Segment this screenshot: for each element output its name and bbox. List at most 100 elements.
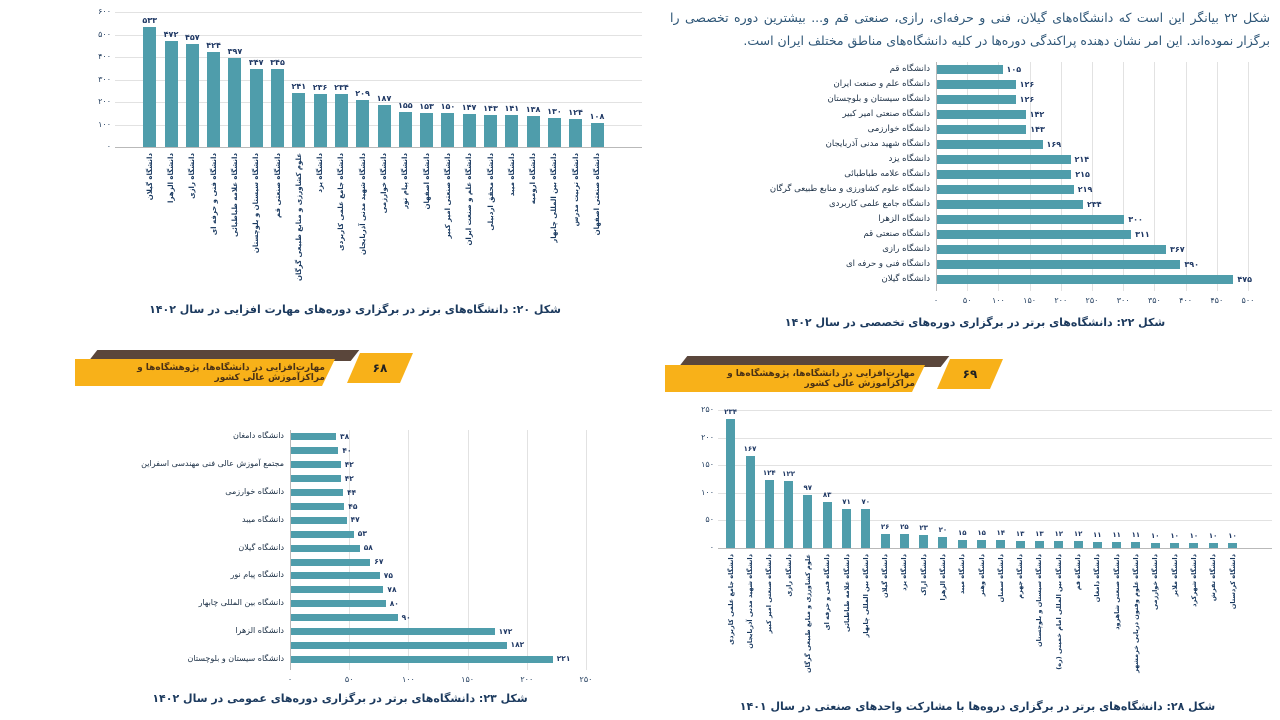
bar xyxy=(207,51,221,147)
bar-category-label: دانشگاه خوارزمی xyxy=(1151,554,1160,611)
grid-line xyxy=(1092,62,1093,291)
bar-value-label: ۴۵ xyxy=(348,501,358,511)
bar-value-label: ۲۳۴ xyxy=(724,407,737,416)
bar-value-label: ۲۱۹ xyxy=(1077,184,1093,194)
bar xyxy=(291,530,354,538)
bar xyxy=(937,80,1016,89)
bar-category-label: دانشگاه دامغان xyxy=(233,431,284,441)
bar-value-label: ۲۶ xyxy=(880,522,890,531)
bar-value-label: ۲۲۱ xyxy=(556,654,571,664)
axis-tick-label: ۰ xyxy=(933,296,939,305)
bar-category-label: دانشگاه علامه طباطبائی xyxy=(230,153,239,237)
bar-value-label: ۵۳ xyxy=(357,529,367,539)
bar-category-label: دانشگاه ارومیه xyxy=(529,153,538,205)
grid-line xyxy=(718,548,1272,549)
axis-tick-label: ۲۵۰ xyxy=(1085,296,1099,305)
bar-category-label: دانشگاه کردستان xyxy=(1228,554,1237,610)
bar-category-label: دانشگاه اراک xyxy=(919,554,928,596)
bar xyxy=(996,540,1006,548)
bar-value-label: ۱۲ xyxy=(1054,530,1064,539)
bar-category-label: دانشگاه جامع علمی کاربردی xyxy=(726,554,735,645)
bar-value-label: ۲۵ xyxy=(900,523,909,532)
bar xyxy=(1150,542,1160,548)
bar-category-label: دانشگاه علوم کشاورزی و منابع طبیعی گرگان xyxy=(769,184,930,194)
bar-category-label: دانشگاه علم و صنعت ایران xyxy=(465,153,474,246)
bar xyxy=(505,115,519,147)
bar xyxy=(957,539,967,548)
bar-value-label: ۷۱ xyxy=(842,497,851,506)
bar xyxy=(291,489,344,496)
bar-value-label: ۱۶۹ xyxy=(1046,139,1062,149)
bar xyxy=(291,433,336,441)
grid-line xyxy=(1248,62,1249,291)
bar-value-label: ۶۷ xyxy=(374,557,384,567)
bar-value-label: ۳۴۵ xyxy=(270,58,285,68)
bar-value-label: ۱۱ xyxy=(1093,530,1102,539)
bar-category-label: دانشگاه جهرم xyxy=(1016,554,1025,599)
bar-value-label: ۱۴۳ xyxy=(1030,124,1045,134)
bar-value-label: ۱۵ xyxy=(977,528,986,537)
axis-tick-label: ۱۰۰ xyxy=(701,487,714,497)
bar xyxy=(784,480,794,548)
bar-category-label: دانشگاه جامع علمی کاربردی xyxy=(829,199,930,209)
bar-category-label: دانشگاه بین المللی امام خمینی (ره) xyxy=(1054,554,1063,670)
bar xyxy=(937,260,1181,269)
bar-category-label: دانشگاه سیستان و بلوچستان xyxy=(1035,554,1044,647)
bar-category-label: دانشگاه فنی و حرفه ای xyxy=(823,554,832,631)
bar xyxy=(590,122,604,147)
bar-value-label: ۵۸ xyxy=(363,543,373,553)
bar-category-label: دانشگاه صنعتی اصفهان xyxy=(593,153,601,236)
bar xyxy=(313,93,327,147)
grid-line xyxy=(115,57,642,58)
bar-category-label: دانشگاه یزد xyxy=(888,154,930,164)
bar-category-label: دانشگاه خوارزمی xyxy=(867,124,930,134)
bar xyxy=(441,113,455,148)
bar xyxy=(1131,541,1141,548)
bar-value-label: ۴۷۵ xyxy=(1237,274,1253,284)
bar-category-label: دانشگاه میبد xyxy=(241,514,284,524)
bar xyxy=(822,502,832,548)
chart-figure-22: ۰ ۵۰ ۱۰۰ ۱۵۰ ۲۰۰ ۲۵۰ ۳۰۰ ۳۵۰ ۴۰۰ ۴۵۰ ۵۰۰ دانشگاه قم… xyxy=(690,60,1275,315)
bar-value-label: ۳۸ xyxy=(340,431,350,441)
bar-category-label: دانشگاه محقق اردبیلی xyxy=(486,153,495,231)
axis-tick-label: ۴۵۰ xyxy=(1210,296,1224,305)
bar xyxy=(937,245,1166,254)
bar-value-label: ۱۵۳ xyxy=(419,101,434,111)
grid-line xyxy=(290,430,291,671)
bar-value-label: ۱۱ xyxy=(1131,530,1141,539)
bar-value-label: ۱۵۵ xyxy=(397,101,413,111)
bar-category-label: دانشگاه تربیت مدرس xyxy=(571,153,580,227)
bar xyxy=(291,544,360,552)
grid-line xyxy=(1123,62,1125,291)
bar-value-label: ۱۰ xyxy=(1170,531,1179,540)
bar-category-label: دانشگاه پیام نور xyxy=(230,570,284,580)
bar-value-label: ۱۲۴ xyxy=(762,468,776,477)
page-number-badge: ۶۸ xyxy=(347,353,413,383)
bar-category-label: دانشگاه شهید مدنی آذربایجان xyxy=(825,139,930,149)
bar xyxy=(143,27,157,147)
bar xyxy=(937,185,1074,194)
bar xyxy=(185,44,199,147)
bar-value-label: ۱۰ xyxy=(1208,531,1218,540)
grid-line xyxy=(1216,62,1218,291)
figure-22-caption: شکل ۲۲: دانشگاه‌های برتر در برگزاری دوره… xyxy=(784,316,1166,329)
bar-category-label: دانشگاه میبد xyxy=(507,153,516,197)
bar-value-label: ۱۲ xyxy=(1073,530,1083,539)
bar-value-label: ۲۳ xyxy=(919,524,928,533)
bar-category-label: دانشگاه رازی xyxy=(882,244,930,254)
bar-category-label: دانشگاه یزد xyxy=(316,153,325,193)
bar xyxy=(842,508,851,548)
bar-category-label: دانشگاه صنعتی امیر کبیر xyxy=(443,153,452,239)
bar-value-label: ۱۸۲ xyxy=(510,640,525,650)
bar-category-label: دانشگاه بین المللی چابهار xyxy=(861,554,870,638)
axis-tick-label: ۱۵۰ xyxy=(701,460,714,470)
bar xyxy=(1073,541,1083,548)
bar xyxy=(291,641,507,649)
banner-title-text: مهارت‌افزایی در دانشگاه‌ها، پژوهشگاه‌ها … xyxy=(137,362,325,383)
bar-value-label: ۱۳ xyxy=(1035,529,1044,538)
axis-tick-label: ۵۰ xyxy=(962,296,972,305)
bar xyxy=(937,140,1043,149)
grid-line xyxy=(718,492,1272,494)
bar-value-label: ۱۶۷ xyxy=(743,444,757,453)
bar-value-label: ۱۰۵ xyxy=(1006,64,1022,74)
